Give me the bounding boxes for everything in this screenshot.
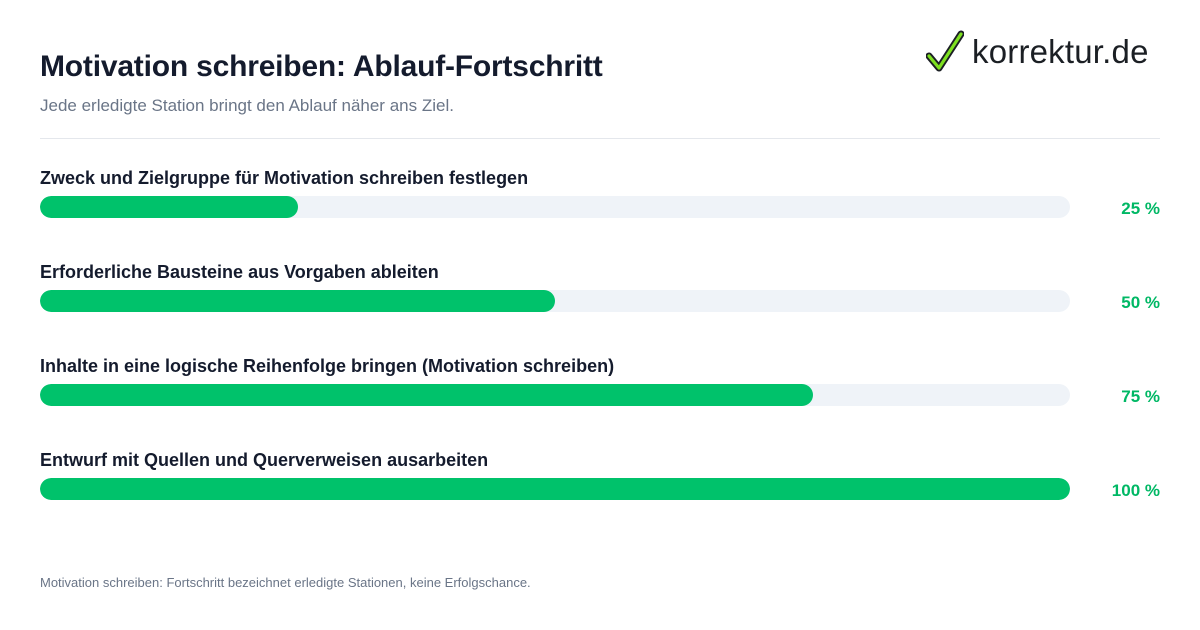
page-title: Motivation schreiben: Ablauf-Fortschritt xyxy=(40,50,603,83)
progress-track xyxy=(40,384,1070,406)
checkmark-icon xyxy=(926,30,964,72)
progress-row: Inhalte in eine logische Reihenfolge bri… xyxy=(40,356,1160,416)
progress-bar xyxy=(40,196,298,218)
row-label: Zweck und Zielgruppe für Motivation schr… xyxy=(40,168,529,188)
page-subtitle: Jede erledigte Station bringt den Ablauf… xyxy=(40,96,454,115)
progress-row: Entwurf mit Quellen und Querverweisen au… xyxy=(40,450,1160,510)
brand-name: korrektur.de xyxy=(972,33,1149,70)
progress-bar xyxy=(40,384,813,406)
progress-track xyxy=(40,478,1070,500)
progress-row: Zweck und Zielgruppe für Motivation schr… xyxy=(40,168,1160,228)
brand-logo: korrektur.de xyxy=(926,28,1149,76)
header-divider xyxy=(40,138,1160,139)
row-label: Erforderliche Bausteine aus Vorgaben abl… xyxy=(40,262,439,282)
row-label: Entwurf mit Quellen und Querverweisen au… xyxy=(40,450,489,470)
value-label: 25 % xyxy=(1121,199,1160,218)
value-label: 50 % xyxy=(1121,293,1160,312)
progress-track xyxy=(40,290,1070,312)
value-label: 100 % xyxy=(1111,481,1160,500)
footnote: Motivation schreiben: Fortschritt bezeic… xyxy=(40,575,531,590)
progress-row: Erforderliche Bausteine aus Vorgaben abl… xyxy=(40,262,1160,322)
progress-bar xyxy=(40,290,555,312)
value-label: 75 % xyxy=(1121,387,1160,406)
progress-bar xyxy=(40,478,1070,500)
row-label: Inhalte in eine logische Reihenfolge bri… xyxy=(40,356,615,376)
progress-track xyxy=(40,196,1070,218)
